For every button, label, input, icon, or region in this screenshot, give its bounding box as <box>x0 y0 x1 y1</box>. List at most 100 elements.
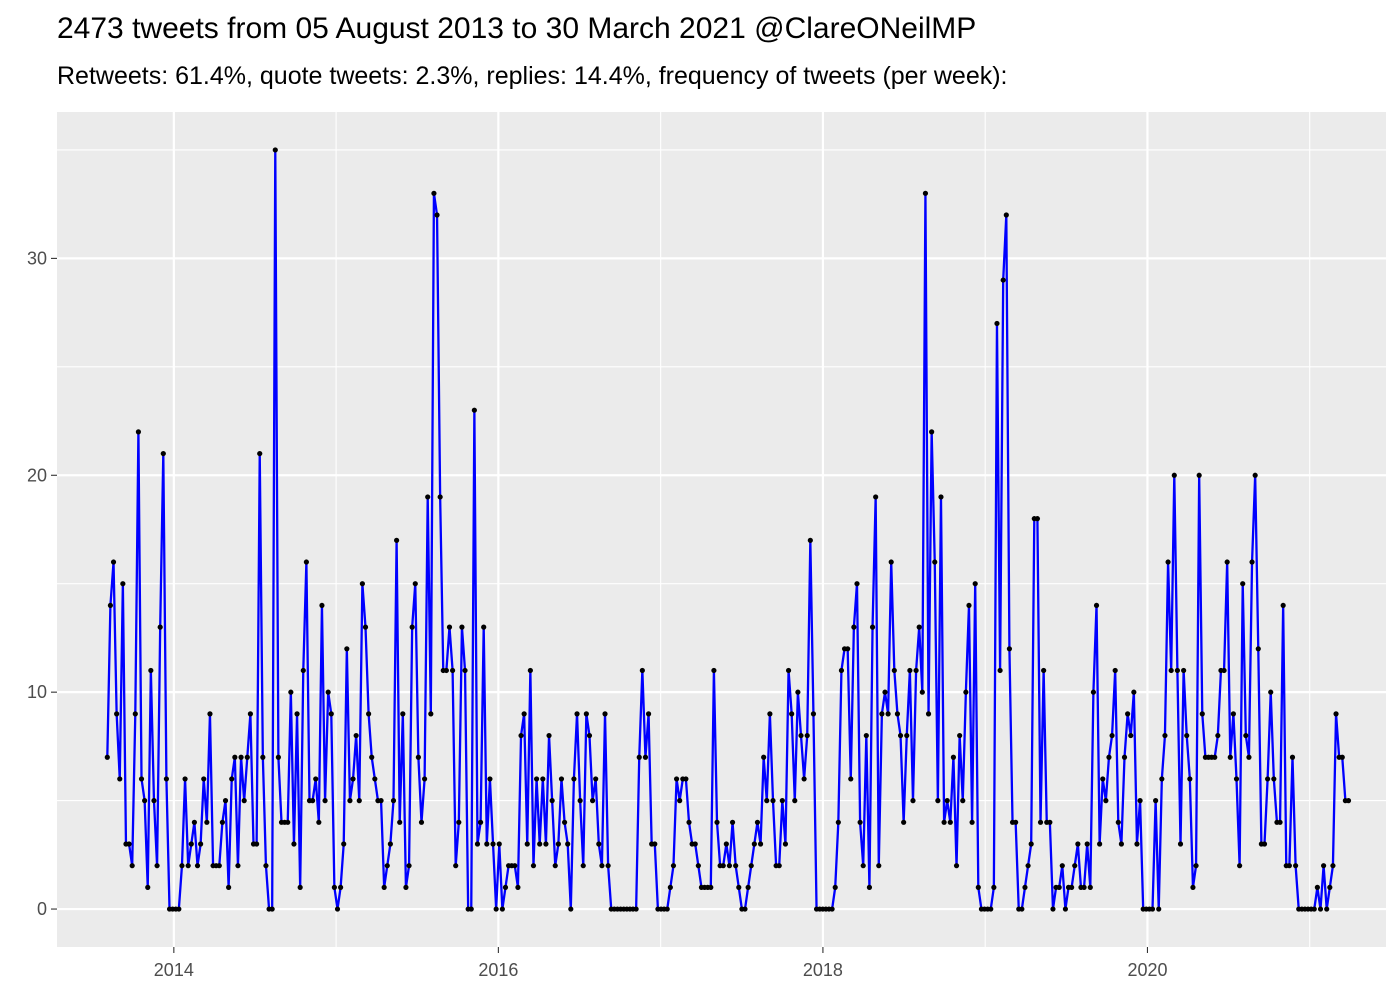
data-point <box>244 754 250 760</box>
data-point <box>344 646 350 652</box>
data-point <box>418 819 425 825</box>
data-point <box>126 841 132 847</box>
data-point <box>897 732 904 739</box>
series-line <box>106 148 1349 911</box>
data-point <box>714 819 720 825</box>
data-point <box>733 863 739 869</box>
data-point <box>471 407 477 413</box>
data-point <box>1286 863 1292 869</box>
data-point <box>188 841 194 847</box>
data-point <box>297 884 303 890</box>
y-tick-label: 20 <box>27 465 47 485</box>
data-point <box>157 624 163 630</box>
data-point <box>636 754 642 760</box>
y-tick-label: 10 <box>27 682 47 702</box>
data-point <box>481 624 487 630</box>
data-point <box>1006 646 1013 652</box>
data-point <box>356 798 362 804</box>
data-point <box>726 863 733 869</box>
data-point <box>720 863 726 869</box>
data-point <box>1056 884 1062 890</box>
data-point <box>176 906 182 912</box>
data-point <box>555 841 561 847</box>
data-point <box>1149 906 1156 912</box>
data-point <box>1131 689 1137 695</box>
data-point <box>1333 711 1339 717</box>
data-point <box>994 320 1000 327</box>
data-point <box>107 602 114 609</box>
data-point <box>1177 841 1184 847</box>
data-point <box>1240 581 1246 587</box>
chart-title: 2473 tweets from 05 August 2013 to 30 Ma… <box>57 12 977 45</box>
data-point <box>789 711 795 717</box>
data-point <box>154 863 160 869</box>
data-point <box>366 711 372 717</box>
data-point <box>748 863 754 869</box>
data-point <box>605 863 611 869</box>
data-point <box>953 863 960 869</box>
data-point <box>860 863 866 869</box>
data-point <box>754 819 761 825</box>
data-point <box>599 863 605 869</box>
data-point <box>832 884 838 890</box>
data-point <box>291 841 297 847</box>
data-point <box>403 884 409 890</box>
data-point <box>114 711 120 717</box>
data-point <box>182 776 188 782</box>
data-point <box>1072 863 1078 869</box>
data-point <box>1314 884 1320 890</box>
data-point <box>745 884 751 890</box>
data-point <box>1181 667 1187 674</box>
data-point <box>484 841 490 847</box>
data-point <box>602 711 608 717</box>
data-point <box>138 776 145 782</box>
data-point <box>462 667 468 674</box>
axis-ticks: 0 10 20 30 2014 2016 2018 2020 <box>27 248 1168 980</box>
data-point <box>1193 863 1199 869</box>
data-point <box>406 863 412 869</box>
data-point <box>431 190 437 196</box>
data-point <box>851 624 857 630</box>
data-point <box>521 711 527 717</box>
x-tick-label: 2018 <box>803 960 843 980</box>
data-point <box>574 711 580 717</box>
data-point <box>104 754 110 760</box>
data-point <box>764 798 770 804</box>
data-point <box>257 450 263 457</box>
data-point <box>1000 277 1006 283</box>
data-point <box>1243 732 1249 739</box>
data-point <box>1115 819 1121 825</box>
data-point <box>381 884 387 890</box>
data-point <box>854 581 860 587</box>
data-point <box>938 494 944 500</box>
data-point <box>1059 863 1065 869</box>
data-point <box>561 819 568 825</box>
data-point <box>729 819 736 825</box>
series-layer <box>106 148 1349 911</box>
data-point <box>319 602 325 609</box>
data-point <box>785 667 792 674</box>
data-point <box>428 711 434 717</box>
data-point <box>1224 559 1230 565</box>
data-point <box>204 819 210 825</box>
data-point <box>518 732 524 739</box>
data-point <box>151 798 157 804</box>
data-point <box>1019 906 1025 912</box>
data-point <box>1317 906 1324 912</box>
data-point <box>275 754 281 760</box>
data-point <box>1125 711 1131 717</box>
data-point <box>502 884 509 890</box>
x-tick-label: 2016 <box>478 960 518 980</box>
data-point <box>997 667 1003 674</box>
data-point <box>645 711 652 717</box>
data-point <box>191 819 197 825</box>
data-point <box>838 667 845 674</box>
data-point <box>1215 732 1221 739</box>
data-point <box>394 537 400 543</box>
data-point <box>496 841 502 847</box>
data-point <box>533 776 540 782</box>
data-point <box>316 819 322 825</box>
data-point <box>549 798 555 804</box>
data-point <box>135 429 142 435</box>
